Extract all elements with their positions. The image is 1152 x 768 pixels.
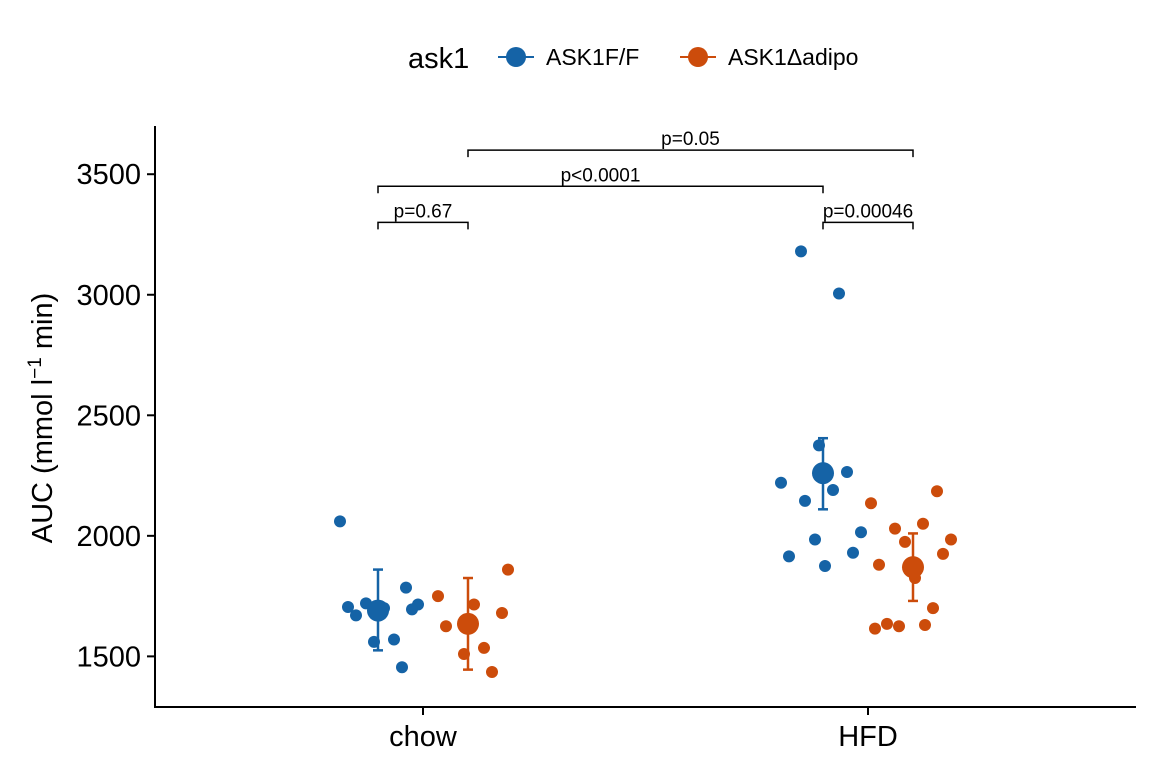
- y-axis-title: AUC (mmol l−1 min): [25, 293, 59, 543]
- y-tick-label: 1500: [76, 641, 141, 673]
- data-point-f: [396, 661, 408, 674]
- y-ticks: 1500 2000 2500 3000 3500: [76, 159, 155, 673]
- data-point-d: [881, 617, 893, 630]
- y-tick-label: 3000: [76, 280, 141, 312]
- data-point-d: [927, 602, 939, 615]
- data-point-d: [496, 606, 508, 619]
- y-axis-title-main: AUC (mmol l: [27, 379, 59, 543]
- data-point-d: [945, 533, 957, 546]
- p-value-label: p=0.67: [394, 201, 453, 222]
- legend-marker: [506, 47, 526, 67]
- legend: ask1 ASK1F/F ASK1Δadipo: [408, 43, 858, 75]
- data-point-f: [406, 603, 418, 616]
- data-point-f: [795, 245, 807, 258]
- data-point-f: [783, 550, 795, 563]
- data-point-d: [893, 620, 905, 633]
- data-point-d: [440, 620, 452, 633]
- significance-brackets: p=0.67 p=0.00046 p<0.0001 p=0.05: [377, 129, 914, 230]
- p-value-label: p=0.00046: [823, 201, 913, 222]
- data-point-f: [819, 559, 831, 572]
- data-point-f: [847, 546, 859, 559]
- data-point-f: [855, 526, 867, 539]
- data-point-f: [775, 476, 787, 489]
- data-points: [334, 245, 957, 679]
- data-point-d: [889, 522, 901, 535]
- x-ticks: chow HFD: [389, 707, 898, 753]
- significance-bracket: [822, 221, 914, 230]
- mean-point-d: [457, 612, 479, 635]
- data-point-f: [827, 484, 839, 497]
- data-point-d: [869, 622, 881, 635]
- p-value-label: p<0.0001: [561, 165, 641, 186]
- data-point-f: [400, 581, 412, 594]
- significance-bracket: [377, 185, 824, 194]
- y-axis-title-unit: min): [27, 293, 59, 357]
- data-point-d: [873, 558, 885, 571]
- data-point-f: [334, 515, 346, 528]
- y-axis-title-superscript: −1: [25, 357, 46, 379]
- data-point-f: [342, 600, 354, 613]
- y-tick-label: 3500: [76, 159, 141, 191]
- legend-title: ask1: [408, 43, 469, 75]
- data-point-d: [432, 590, 444, 603]
- legend-label-f: ASK1F/F: [546, 44, 639, 70]
- mean-point-f: [812, 462, 834, 485]
- legend-marker: [688, 47, 708, 67]
- data-point-f: [833, 287, 845, 300]
- p-value-label: p=0.05: [661, 129, 720, 150]
- axes: [154, 126, 1136, 708]
- data-point-d: [937, 547, 949, 560]
- data-point-f: [388, 633, 400, 646]
- data-point-f: [841, 465, 853, 478]
- y-tick-label: 2500: [76, 400, 141, 432]
- mean-errorbars: [367, 436, 924, 671]
- x-tick-label: HFD: [838, 721, 898, 753]
- mean-point-d: [902, 556, 924, 579]
- legend-label-d: ASK1Δadipo: [728, 44, 858, 70]
- significance-bracket: [377, 221, 469, 230]
- data-point-d: [468, 598, 480, 611]
- data-point-d: [899, 535, 911, 548]
- legend-item-f: ASK1F/F: [498, 44, 639, 70]
- data-point-d: [919, 619, 931, 632]
- legend-item-d: ASK1Δadipo: [680, 44, 858, 70]
- y-tick-label: 2000: [76, 521, 141, 553]
- data-point-f: [350, 609, 362, 622]
- data-point-d: [478, 641, 490, 654]
- data-point-f: [799, 494, 811, 507]
- data-point-d: [931, 485, 943, 498]
- data-point-d: [917, 517, 929, 530]
- significance-bracket: [467, 149, 914, 158]
- data-point-d: [865, 497, 877, 510]
- data-point-d: [486, 666, 498, 679]
- mean-point-f: [367, 599, 389, 622]
- x-tick-label: chow: [389, 721, 458, 753]
- data-point-f: [809, 533, 821, 546]
- data-point-d: [502, 563, 514, 576]
